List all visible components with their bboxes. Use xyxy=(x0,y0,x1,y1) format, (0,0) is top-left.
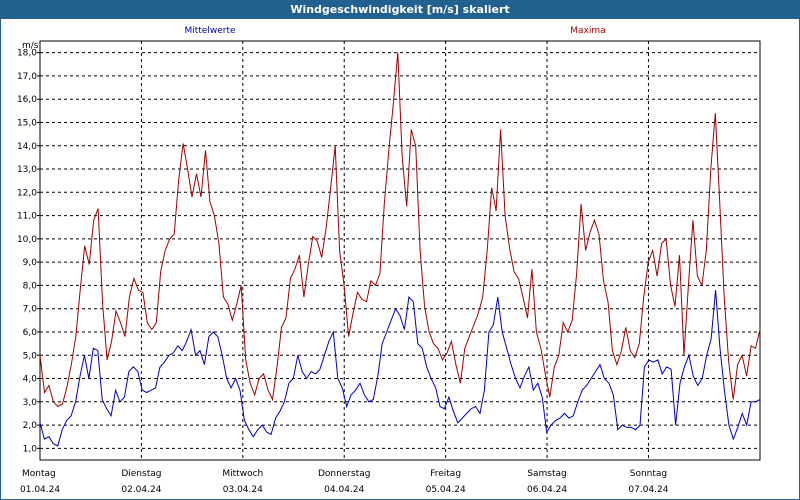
y-tick-label: 13,0 xyxy=(17,165,37,175)
y-tick-label: 8,0 xyxy=(23,281,38,291)
x-day-label: Freitag xyxy=(430,469,461,479)
x-date-label: 05.04.24 xyxy=(426,485,466,495)
x-day-label: Mittwoch xyxy=(222,469,263,479)
series-lines xyxy=(39,52,761,447)
x-date-label: 06.04.24 xyxy=(527,485,567,495)
legend-maxima: Maxima xyxy=(570,26,605,36)
x-day-label: Donnerstag xyxy=(318,469,371,479)
series-mittelwerte-line xyxy=(39,290,761,447)
legend-mittelwerte: Mittelwerte xyxy=(184,26,235,36)
y-tick-label: 11,0 xyxy=(17,212,37,222)
x-date-label: 02.04.24 xyxy=(121,485,161,495)
y-tick-label: 17,0 xyxy=(17,72,37,82)
y-tick-label: 4,0 xyxy=(23,375,38,385)
y-tick-label: 1,0 xyxy=(23,444,38,454)
y-tick-label: 7,0 xyxy=(23,305,38,315)
x-axis: Montag 01.04.24 Dienstag 02.04.24 Mittwoch 03… xyxy=(20,469,669,495)
y-tick-label: 5,0 xyxy=(23,351,38,361)
x-date-label: 04.04.24 xyxy=(324,485,364,495)
window-title: Windgeschwindigkeit [m/s] skaliert xyxy=(0,0,800,19)
y-tick-label: 6,0 xyxy=(23,328,38,338)
x-day-label: Dienstag xyxy=(121,469,161,479)
x-date-label: 03.04.24 xyxy=(223,485,263,495)
y-tick-label: 14,0 xyxy=(17,142,37,152)
y-axis: 1,0 2,0 3,0 4,0 5,0 6,0 7,0 8,0 9,0 10,0 11,0 12,0 1… xyxy=(17,49,40,454)
x-day-label: Samstag xyxy=(527,469,566,479)
y-tick-label: 9,0 xyxy=(23,258,38,268)
x-date-label: 07.04.24 xyxy=(628,485,668,495)
y-tick-label: 16,0 xyxy=(17,95,37,105)
x-day-label: Montag xyxy=(22,469,56,479)
y-tick-label: 10,0 xyxy=(17,235,37,245)
y-axis-unit: m/s xyxy=(22,41,39,51)
x-date-label: 01.04.24 xyxy=(20,485,60,495)
series-maxima-line xyxy=(39,52,761,408)
y-tick-label: 15,0 xyxy=(17,118,37,128)
y-tick-label: 12,0 xyxy=(17,188,37,198)
x-day-label: Sonntag xyxy=(630,469,667,479)
y-tick-label: 2,0 xyxy=(23,421,38,431)
y-tick-label: 3,0 xyxy=(23,398,38,408)
y-tick-label: 18,0 xyxy=(17,49,37,59)
